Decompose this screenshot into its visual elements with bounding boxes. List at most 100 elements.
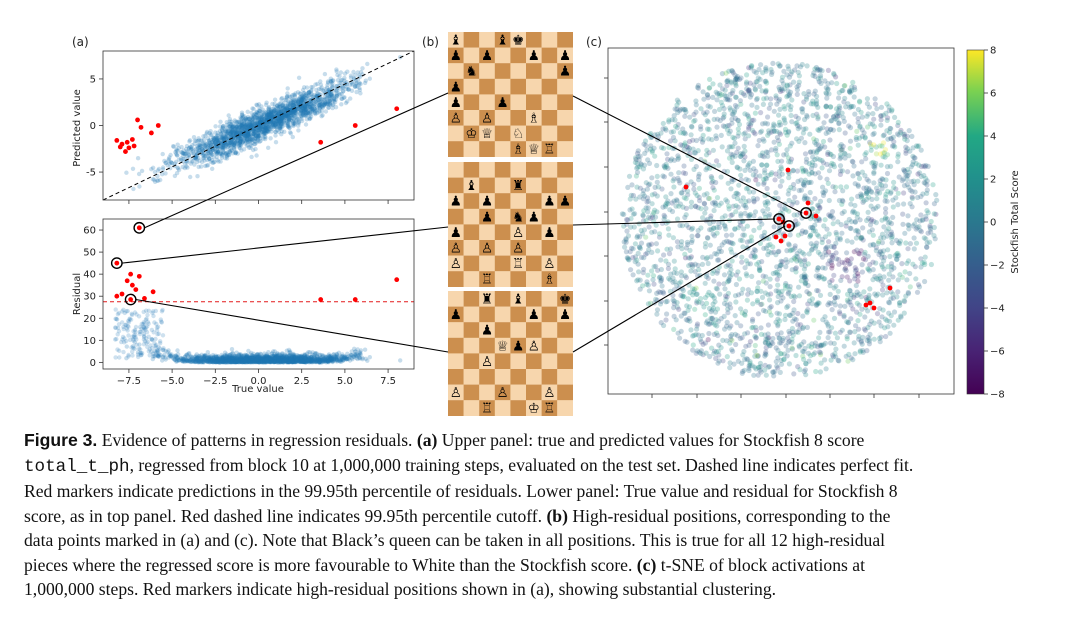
- test-point: [330, 359, 335, 365]
- test-point: [303, 107, 308, 112]
- test-point: [367, 355, 372, 360]
- test-point: [214, 151, 220, 156]
- test-point: [180, 151, 186, 156]
- test-point: [288, 358, 293, 363]
- board-square: [510, 63, 527, 79]
- test-point: [277, 125, 283, 130]
- test-point: [290, 100, 295, 105]
- test-point: [262, 111, 267, 117]
- upper-y-axis-label: Predicted value: [72, 89, 83, 166]
- test-point: [198, 138, 203, 143]
- test-point: [240, 122, 245, 127]
- board-square: [510, 369, 527, 385]
- test-point: [279, 109, 285, 114]
- test-point: [277, 121, 282, 126]
- test-point: [224, 154, 229, 159]
- test-point: [335, 72, 340, 78]
- test-point: [317, 110, 322, 115]
- high-residual-point: [133, 287, 139, 292]
- test-point: [269, 122, 275, 128]
- test-point: [254, 357, 259, 362]
- test-point: [139, 168, 145, 174]
- test-point: [215, 150, 221, 155]
- test-point: [296, 119, 302, 125]
- test-point: [238, 357, 243, 363]
- test-point: [212, 136, 218, 141]
- test-point: [276, 117, 281, 122]
- test-point: [209, 140, 215, 145]
- test-point: [141, 309, 146, 315]
- test-point: [193, 153, 198, 159]
- test-point: [278, 121, 283, 126]
- test-point: [232, 126, 237, 131]
- test-point: [283, 354, 289, 359]
- test-point: [295, 358, 300, 363]
- test-point: [227, 141, 233, 146]
- test-point: [194, 358, 200, 363]
- test-point: [263, 131, 269, 136]
- test-point: [308, 116, 313, 121]
- test-point: [306, 104, 311, 110]
- test-point: [292, 106, 298, 111]
- test-point: [309, 84, 314, 90]
- test-point: [271, 123, 276, 128]
- test-point: [215, 356, 220, 362]
- test-point: [223, 141, 228, 146]
- test-point: [232, 129, 237, 134]
- test-point: [298, 100, 303, 105]
- test-point: [213, 124, 218, 129]
- test-point: [244, 127, 250, 133]
- test-point: [233, 150, 238, 155]
- test-point: [276, 104, 281, 110]
- test-point: [239, 110, 245, 115]
- test-point: [241, 138, 246, 143]
- test-point: [271, 114, 277, 120]
- test-point: [286, 117, 292, 122]
- test-point: [348, 75, 354, 80]
- test-point: [309, 95, 314, 100]
- test-point: [301, 107, 307, 113]
- tsne-point: [889, 240, 895, 246]
- test-point: [308, 114, 314, 119]
- test-point: [297, 116, 302, 121]
- test-point: [259, 114, 264, 119]
- test-point: [223, 127, 229, 132]
- test-point: [226, 143, 232, 148]
- test-point: [228, 139, 234, 145]
- test-point: [186, 351, 191, 357]
- test-point: [264, 118, 270, 123]
- test-point: [339, 96, 345, 102]
- test-point: [255, 115, 260, 120]
- test-point: [266, 104, 272, 110]
- tsne-point: [854, 128, 860, 134]
- circled-point: [128, 297, 134, 302]
- test-point: [223, 141, 228, 146]
- test-point: [319, 114, 324, 119]
- test-point: [214, 138, 219, 144]
- test-point: [202, 137, 207, 142]
- test-point: [265, 112, 270, 117]
- test-point: [291, 353, 296, 359]
- test-point: [317, 102, 322, 108]
- test-point: [232, 126, 238, 132]
- test-point: [222, 136, 228, 141]
- test-point: [304, 355, 309, 360]
- test-point: [195, 152, 200, 157]
- test-point: [298, 356, 303, 361]
- test-point: [273, 109, 278, 115]
- test-point: [195, 357, 200, 363]
- test-point: [280, 103, 285, 108]
- test-point: [251, 358, 256, 363]
- test-point: [315, 110, 320, 116]
- test-point: [201, 151, 206, 156]
- board-square: [448, 125, 464, 142]
- test-point: [166, 156, 171, 162]
- tsne-point: [832, 189, 838, 195]
- test-point: [236, 119, 241, 125]
- test-point: [239, 133, 244, 138]
- board-square: [494, 271, 511, 287]
- tsne-point: [891, 322, 897, 328]
- test-point: [251, 127, 257, 132]
- board-square: [463, 306, 480, 323]
- test-point: [302, 102, 307, 108]
